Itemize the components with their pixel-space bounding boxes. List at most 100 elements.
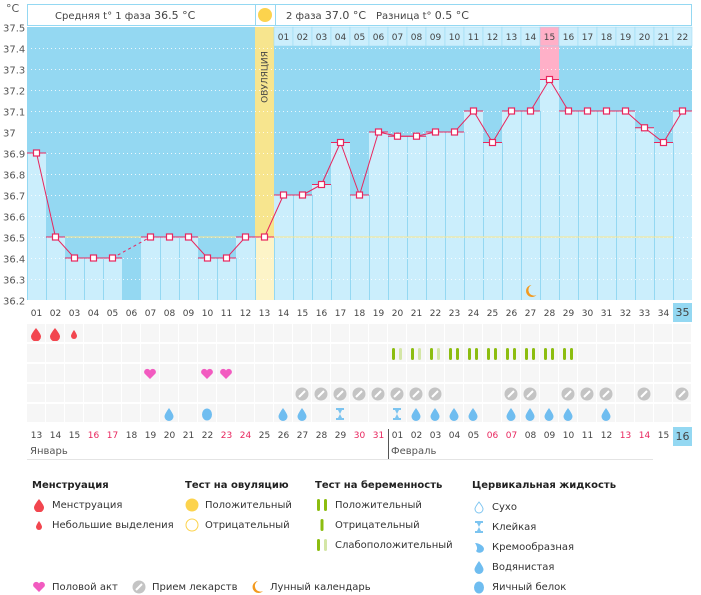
- day-cell[interactable]: [464, 344, 483, 363]
- day-cell[interactable]: [483, 364, 502, 383]
- day-cell[interactable]: [635, 364, 654, 383]
- day-cell[interactable]: [103, 324, 122, 343]
- day-cell[interactable]: [141, 344, 160, 363]
- day-cell[interactable]: [179, 324, 198, 343]
- day-cell[interactable]: [654, 324, 673, 343]
- day-cell[interactable]: [635, 384, 654, 403]
- day-cell[interactable]: [331, 384, 350, 403]
- day-cell[interactable]: [521, 344, 540, 363]
- day-cell[interactable]: [274, 364, 293, 383]
- day-cell[interactable]: [350, 364, 369, 383]
- day-cell[interactable]: [502, 384, 521, 403]
- day-cell[interactable]: [502, 404, 521, 423]
- day-cell[interactable]: [84, 364, 103, 383]
- day-cell[interactable]: [179, 404, 198, 423]
- day-cell[interactable]: [540, 384, 559, 403]
- day-cell[interactable]: [616, 324, 635, 343]
- day-cell[interactable]: [540, 364, 559, 383]
- day-cell[interactable]: [122, 344, 141, 363]
- day-cell[interactable]: [255, 384, 274, 403]
- day-cell[interactable]: [597, 344, 616, 363]
- day-cell[interactable]: [217, 364, 236, 383]
- day-cell[interactable]: [141, 404, 160, 423]
- day-cell[interactable]: [179, 364, 198, 383]
- day-cell[interactable]: [27, 404, 46, 423]
- day-cell[interactable]: [217, 324, 236, 343]
- day-cell[interactable]: [103, 364, 122, 383]
- day-cell[interactable]: [198, 364, 217, 383]
- day-cell[interactable]: [46, 364, 65, 383]
- day-cell[interactable]: [540, 324, 559, 343]
- day-cell[interactable]: [369, 344, 388, 363]
- day-cell[interactable]: [46, 384, 65, 403]
- day-cell[interactable]: [521, 404, 540, 423]
- day-cell[interactable]: [635, 404, 654, 423]
- day-cell[interactable]: [464, 364, 483, 383]
- day-cell[interactable]: [236, 384, 255, 403]
- day-cell[interactable]: [407, 404, 426, 423]
- day-cell[interactable]: [464, 324, 483, 343]
- day-cell[interactable]: [198, 384, 217, 403]
- day-cell[interactable]: [540, 344, 559, 363]
- day-cell[interactable]: [426, 344, 445, 363]
- day-cell[interactable]: [673, 404, 692, 423]
- day-cell[interactable]: [597, 364, 616, 383]
- day-cell[interactable]: [445, 404, 464, 423]
- day-cell[interactable]: [578, 344, 597, 363]
- day-cell[interactable]: [141, 364, 160, 383]
- day-cell[interactable]: [350, 324, 369, 343]
- day-cell[interactable]: [141, 384, 160, 403]
- day-cell[interactable]: [502, 364, 521, 383]
- day-cell[interactable]: [464, 384, 483, 403]
- day-cell[interactable]: [502, 344, 521, 363]
- day-cell[interactable]: [673, 344, 692, 363]
- day-cell[interactable]: [46, 344, 65, 363]
- day-cell[interactable]: [445, 344, 464, 363]
- day-cell[interactable]: [445, 324, 464, 343]
- day-cell[interactable]: [103, 384, 122, 403]
- day-cell[interactable]: [559, 384, 578, 403]
- day-cell[interactable]: [445, 364, 464, 383]
- day-cell[interactable]: [616, 364, 635, 383]
- day-cell[interactable]: [426, 384, 445, 403]
- day-cell[interactable]: [331, 404, 350, 423]
- day-cell[interactable]: [65, 404, 84, 423]
- day-cell[interactable]: [483, 324, 502, 343]
- day-cell[interactable]: [160, 344, 179, 363]
- day-cell[interactable]: [654, 364, 673, 383]
- day-cell[interactable]: [65, 324, 84, 343]
- day-cell[interactable]: [255, 364, 274, 383]
- day-cell[interactable]: [84, 404, 103, 423]
- day-cell[interactable]: [521, 364, 540, 383]
- day-cell[interactable]: [293, 344, 312, 363]
- day-cell[interactable]: [369, 324, 388, 343]
- day-cell[interactable]: [236, 344, 255, 363]
- day-cell[interactable]: [559, 364, 578, 383]
- day-cell[interactable]: [350, 384, 369, 403]
- day-cell[interactable]: [84, 344, 103, 363]
- day-cell[interactable]: [521, 384, 540, 403]
- day-cell[interactable]: [331, 324, 350, 343]
- day-cell[interactable]: [103, 344, 122, 363]
- day-cell[interactable]: [578, 364, 597, 383]
- day-cell[interactable]: [255, 344, 274, 363]
- day-cell[interactable]: [483, 384, 502, 403]
- day-cell[interactable]: [635, 344, 654, 363]
- day-cell[interactable]: [198, 344, 217, 363]
- day-cell[interactable]: [388, 404, 407, 423]
- day-cell[interactable]: [274, 384, 293, 403]
- day-cell[interactable]: [426, 364, 445, 383]
- day-cell[interactable]: [616, 404, 635, 423]
- day-cell[interactable]: [559, 344, 578, 363]
- day-cell[interactable]: [331, 364, 350, 383]
- day-cell[interactable]: [179, 344, 198, 363]
- day-cell[interactable]: [46, 324, 65, 343]
- day-cell[interactable]: [388, 324, 407, 343]
- day-cell[interactable]: [388, 384, 407, 403]
- day-cell[interactable]: [84, 324, 103, 343]
- day-cell[interactable]: [616, 344, 635, 363]
- day-cell[interactable]: [46, 404, 65, 423]
- day-cell[interactable]: [521, 324, 540, 343]
- day-cell[interactable]: [141, 324, 160, 343]
- day-cell[interactable]: [255, 404, 274, 423]
